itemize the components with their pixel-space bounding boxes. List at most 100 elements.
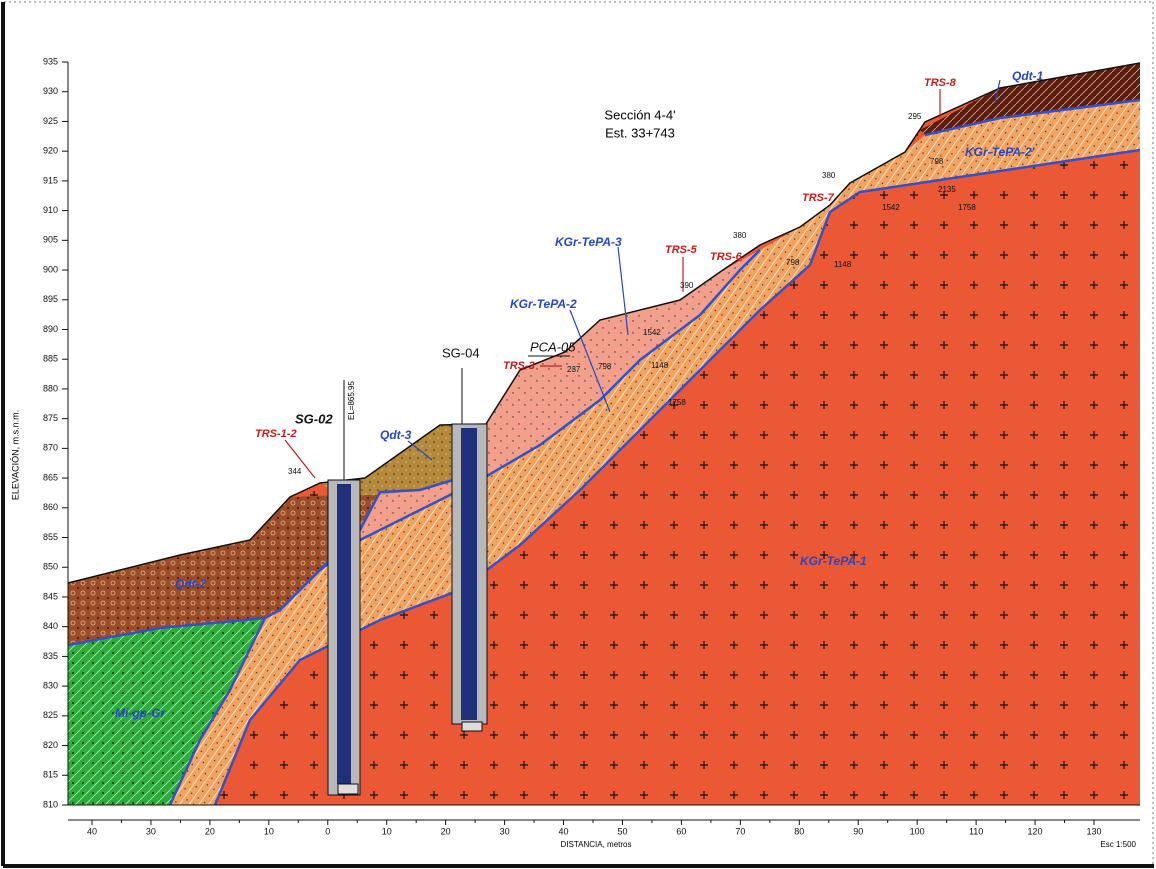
- x-axis-label: DISTANCIA, metros: [561, 840, 632, 849]
- y-tick-label: 830: [43, 680, 58, 690]
- x-tick-label: 20: [205, 826, 215, 836]
- section-name: Sección 4-4': [604, 107, 675, 122]
- unit-qdt3: [320, 424, 486, 495]
- trench-label: TRS-8: [924, 77, 957, 89]
- borehole-elevation: EL=865.95: [347, 381, 356, 420]
- unit-label: KGr-TePA-1: [800, 554, 867, 568]
- x-tick-label: 80: [794, 826, 804, 836]
- y-tick-label: 840: [43, 621, 58, 631]
- x-tick-label: 10: [382, 826, 392, 836]
- section-station: Est. 33+743: [605, 125, 675, 140]
- unit-migp: [68, 618, 265, 805]
- leader: [407, 440, 433, 461]
- unit-label: Qdt-1: [1012, 69, 1044, 83]
- velocity: 2135: [938, 185, 956, 194]
- x-tick-label: 130: [1086, 826, 1101, 836]
- x-tick-label: 110: [969, 826, 983, 836]
- velocity: 798: [786, 258, 800, 267]
- y-tick-label: 925: [43, 116, 58, 126]
- y-tick-label: 900: [43, 264, 58, 274]
- contact: [924, 98, 1141, 137]
- x-tick-label: 120: [1028, 826, 1043, 836]
- velocity: 1542: [882, 203, 900, 212]
- x-tick-label: 50: [617, 826, 627, 836]
- unit-label: KGr-TePA-2': [965, 145, 1036, 159]
- y-tick-label: 855: [43, 532, 58, 542]
- y-tick-label: 865: [43, 472, 58, 482]
- sky: [68, 60, 1141, 583]
- borehole-core: [461, 428, 477, 720]
- leader: [284, 439, 316, 479]
- unit-qdt2: [68, 492, 380, 645]
- y-tick-label: 930: [43, 86, 58, 96]
- unit-label: Mi-gp-Gr: [115, 706, 166, 720]
- x-tick-label: 10: [264, 826, 274, 836]
- velocity: 344: [288, 467, 302, 476]
- y-tick-label: 915: [43, 175, 58, 185]
- unit-tepa3: [320, 250, 760, 570]
- unit-qdt1: [920, 63, 1140, 135]
- trench-label: TRS-1-2: [255, 428, 297, 440]
- x-tick-label: 60: [676, 826, 686, 836]
- borehole-label: PCA-05: [530, 339, 576, 354]
- velocity: 380: [733, 231, 747, 240]
- x-tick-label: 70: [735, 826, 745, 836]
- y-tick-label: 860: [43, 502, 58, 512]
- unit-label: Qdt-3: [380, 428, 412, 442]
- borehole-core: [337, 484, 351, 784]
- x-tick-label: 20: [441, 826, 451, 836]
- y-tick-label: 880: [43, 383, 58, 393]
- velocity: 1148: [834, 260, 852, 269]
- x-tick-label: 40: [87, 826, 97, 836]
- x-tick-label: 40: [559, 826, 569, 836]
- x-tick-label: 90: [853, 826, 863, 836]
- borehole-end: [337, 783, 359, 795]
- velocity: 798: [598, 362, 612, 371]
- trench-label: TRS-5: [665, 244, 698, 256]
- contact: [168, 249, 761, 806]
- trench-label: TRS-6: [710, 251, 743, 263]
- ground-surface: [67, 62, 1141, 584]
- scale: Esc 1:500: [1100, 840, 1136, 849]
- y-tick-label: 835: [43, 651, 58, 661]
- contact: [67, 616, 266, 647]
- y-tick-label: 920: [43, 146, 58, 156]
- velocity: 295: [908, 112, 922, 121]
- y-tick-label: 895: [43, 294, 58, 304]
- borehole-label: SG-04: [442, 345, 480, 360]
- velocity: 390: [680, 281, 694, 290]
- x-tick-label: 0: [325, 826, 330, 836]
- velocity: 1758: [958, 203, 976, 212]
- y-tick-label: 810: [43, 799, 58, 809]
- velocity: 1148: [651, 361, 669, 370]
- y-tick-label: 845: [43, 591, 58, 601]
- unit-label: KGr-TePA-2: [510, 297, 577, 311]
- y-tick-label: 905: [43, 235, 58, 245]
- leader: [617, 246, 629, 336]
- y-tick-label: 875: [43, 413, 58, 423]
- x-tick-label: 100: [910, 826, 925, 836]
- velocity: 798: [930, 157, 944, 166]
- velocity: 237: [567, 365, 581, 374]
- trench-label: TRS-3: [503, 360, 535, 372]
- unit-label: KGr-TePA-3: [555, 235, 622, 249]
- y-tick-label: 815: [43, 770, 58, 780]
- leader: [569, 309, 611, 413]
- borehole-label: SG-02: [295, 411, 333, 426]
- y-tick-label: 890: [43, 324, 58, 334]
- trench-label: TRS-7: [802, 192, 835, 204]
- contact: [213, 148, 1141, 806]
- y-tick-label: 825: [43, 710, 58, 720]
- velocity: 380: [822, 171, 836, 180]
- y-tick-label: 935: [43, 56, 58, 66]
- x-tick-label: 30: [146, 826, 156, 836]
- y-tick-label: 820: [43, 740, 58, 750]
- y-tick-label: 885: [43, 354, 58, 364]
- leader: [994, 79, 1001, 104]
- y-tick-label: 910: [43, 205, 58, 215]
- unit-label: Qdt-2: [175, 577, 207, 591]
- y-tick-label: 850: [43, 562, 58, 572]
- x-tick-label: 30: [500, 826, 510, 836]
- velocity: 1542: [643, 328, 661, 337]
